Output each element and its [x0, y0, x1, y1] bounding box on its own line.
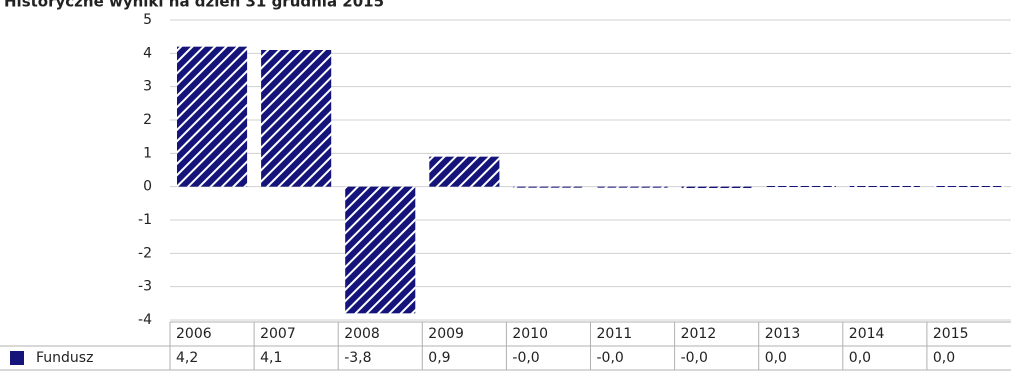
bar — [513, 186, 584, 188]
bar — [933, 186, 1004, 187]
value-label: -0,0 — [597, 350, 624, 366]
value-label: 0,0 — [765, 350, 787, 366]
y-tick-label: 3 — [143, 79, 152, 95]
bar — [849, 186, 920, 187]
y-tick-label: -2 — [138, 245, 152, 261]
y-tick-label: 1 — [143, 145, 152, 161]
value-label: 0,9 — [428, 350, 450, 366]
y-tick-label: -4 — [138, 312, 152, 328]
y-tick-label: -3 — [138, 279, 152, 295]
x-tick-label: 2011 — [597, 326, 633, 342]
value-label: -0,0 — [681, 350, 708, 366]
bar — [177, 46, 248, 187]
value-label: 0,0 — [933, 350, 955, 366]
y-tick-label: 5 — [143, 12, 152, 28]
x-tick-label: 2013 — [765, 326, 801, 342]
bar — [345, 186, 416, 314]
bar — [597, 186, 668, 188]
y-tick-label: 0 — [143, 179, 152, 195]
chart-title: Historyczne wyniki na dzień 31 grudnia 2… — [4, 0, 384, 11]
x-tick-label: 2015 — [933, 326, 969, 342]
y-tick-label: -1 — [138, 212, 152, 228]
bar — [681, 186, 752, 188]
x-tick-label: 2012 — [681, 326, 717, 342]
bar — [261, 50, 332, 187]
value-label: -0,0 — [512, 350, 539, 366]
x-tick-label: 2014 — [849, 326, 885, 342]
x-tick-label: 2009 — [428, 326, 464, 342]
x-tick-label: 2006 — [176, 326, 212, 342]
value-label: 0,0 — [849, 350, 871, 366]
value-label: 4,2 — [176, 350, 198, 366]
value-label: 4,1 — [260, 350, 282, 366]
x-tick-label: 2008 — [344, 326, 380, 342]
y-tick-label: 2 — [143, 112, 152, 128]
bar — [765, 186, 836, 187]
legend-swatch — [10, 351, 24, 365]
y-tick-label: 4 — [143, 45, 152, 61]
legend-label: Fundusz — [36, 350, 93, 366]
x-tick-label: 2010 — [512, 326, 548, 342]
x-tick-label: 2007 — [260, 326, 296, 342]
bar — [429, 156, 500, 187]
value-label: -3,8 — [344, 350, 371, 366]
